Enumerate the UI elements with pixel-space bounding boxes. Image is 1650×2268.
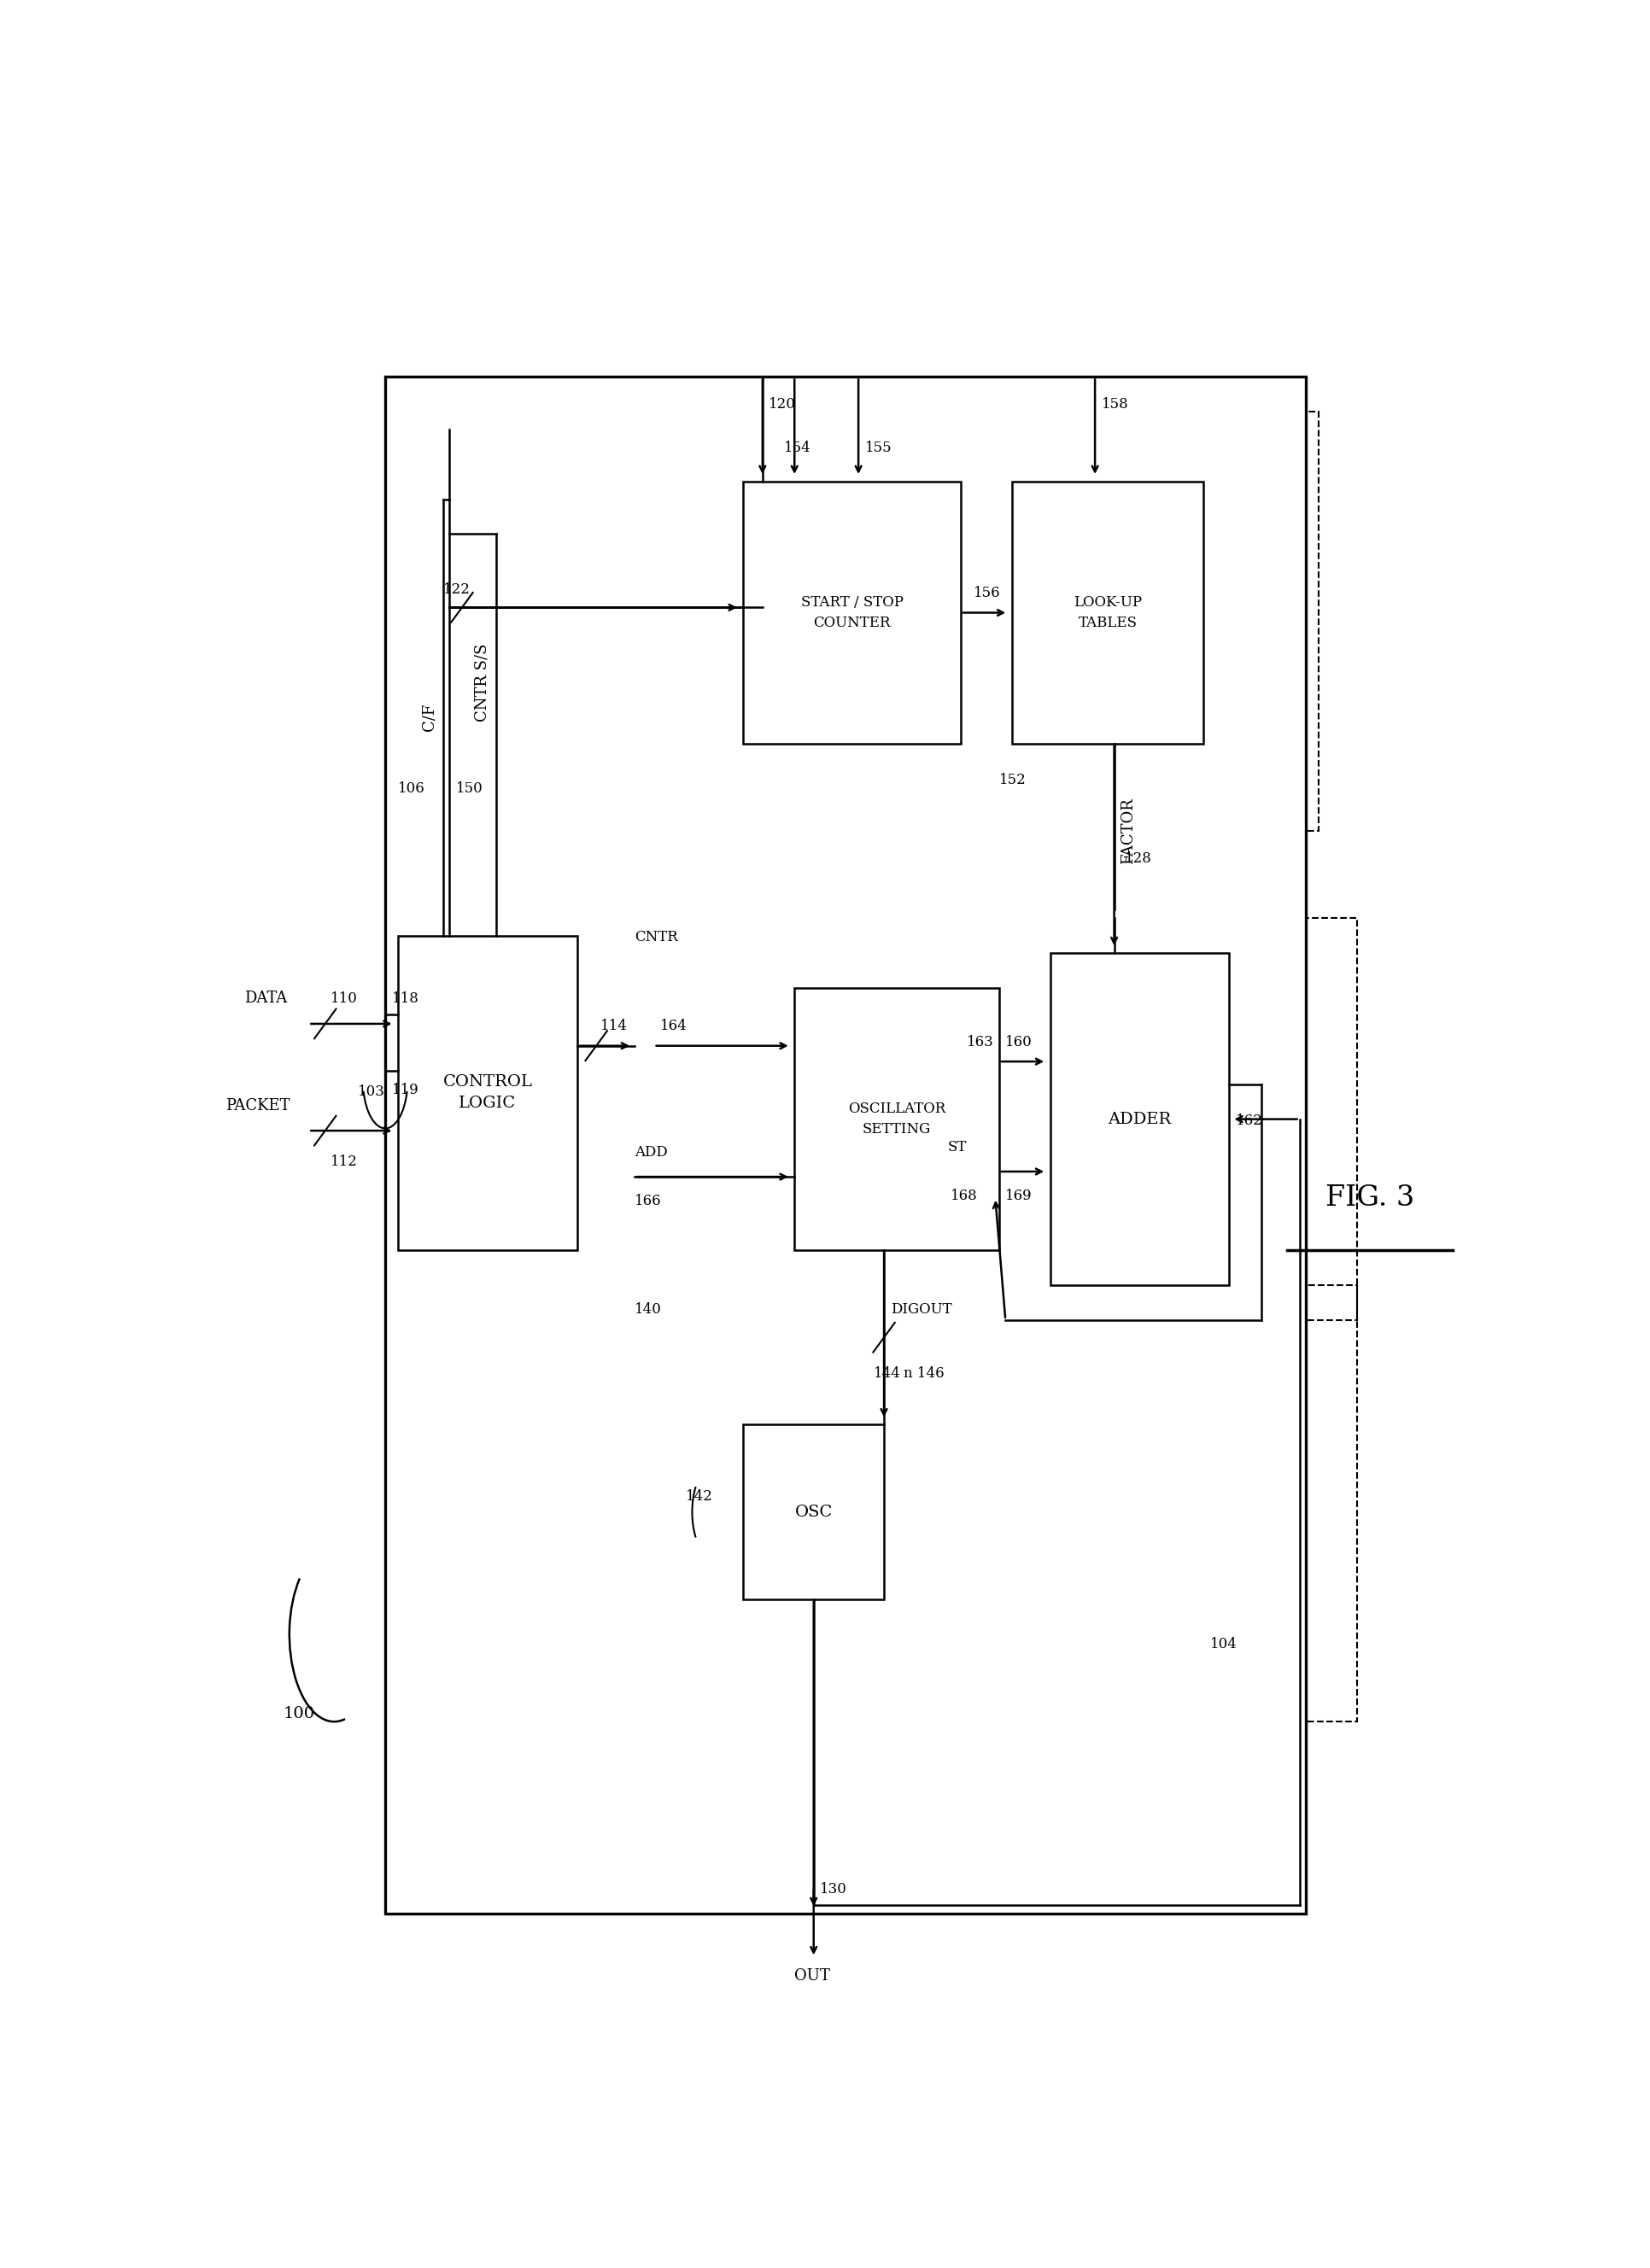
Text: 154: 154 [784,440,812,456]
Bar [795,989,1000,1250]
Bar [386,376,1307,1914]
Text: ST: ST [947,1139,967,1154]
Text: FIG. 3: FIG. 3 [1325,1184,1414,1211]
Bar [1049,953,1229,1286]
Bar [742,1424,884,1599]
Text: 130: 130 [820,1882,846,1896]
Text: DATA: DATA [244,991,287,1007]
Text: 120: 120 [769,397,795,413]
Text: CNTR S/S: CNTR S/S [475,644,490,721]
Text: 152: 152 [1000,773,1026,787]
Text: 140: 140 [635,1302,662,1315]
Text: 162: 162 [1236,1114,1262,1127]
Text: 104: 104 [1209,1637,1238,1651]
Text: 156: 156 [973,585,1000,601]
Text: 122: 122 [442,583,470,596]
Text: 168: 168 [950,1188,977,1202]
Text: OUT: OUT [795,1969,830,1984]
Text: CNTR: CNTR [635,930,678,943]
Text: ADD: ADD [635,1145,668,1159]
Bar [629,919,1356,1320]
Text: 128: 128 [1124,850,1152,866]
Text: 112: 112 [330,1154,358,1168]
Text: LOOK-UP
TABLES: LOOK-UP TABLES [1074,596,1142,631]
Text: 150: 150 [455,782,483,796]
Text: DIGOUT: DIGOUT [891,1302,952,1315]
Text: 163: 163 [967,1034,995,1050]
Bar [629,1286,1356,1721]
Text: 144: 144 [874,1368,901,1381]
Text: 118: 118 [391,991,419,1005]
Text: C/F: C/F [421,703,436,730]
Text: ADDER: ADDER [1109,1111,1172,1127]
Text: 103: 103 [358,1084,384,1100]
Text: PACKET: PACKET [226,1098,290,1114]
Text: OSC: OSC [795,1504,833,1520]
Text: 114: 114 [601,1018,627,1034]
Text: 164: 164 [660,1018,688,1034]
Text: 155: 155 [865,440,891,456]
Text: 166: 166 [635,1193,662,1209]
Bar [629,413,1318,830]
Text: 110: 110 [330,991,358,1007]
Text: START / STOP
COUNTER: START / STOP COUNTER [800,596,903,631]
Text: CONTROL
LOGIC: CONTROL LOGIC [442,1075,533,1111]
Text: n 146: n 146 [903,1368,944,1381]
Text: 158: 158 [1102,397,1129,413]
Text: 169: 169 [1005,1188,1033,1202]
Text: 100: 100 [284,1706,315,1721]
Text: 119: 119 [391,1082,419,1098]
Bar [1011,481,1204,744]
Text: 106: 106 [398,782,426,796]
Bar [398,937,577,1250]
Text: OSCILLATOR
SETTING: OSCILLATOR SETTING [848,1102,945,1136]
Text: FACTOR: FACTOR [1120,798,1135,864]
Text: 160: 160 [1005,1034,1033,1050]
Text: 142: 142 [686,1488,713,1504]
Bar [742,481,960,744]
